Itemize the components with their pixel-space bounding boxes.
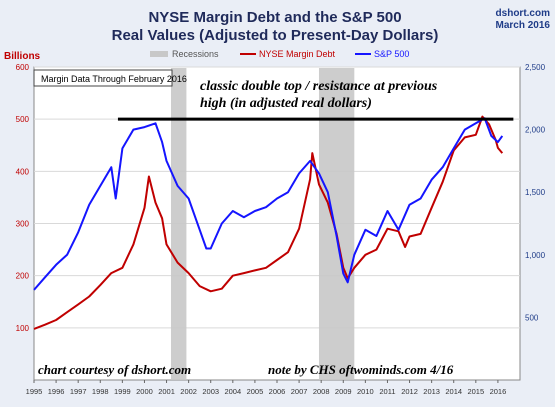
series-margin-debt-line xyxy=(33,115,504,330)
left-axis-tick-label: 300 xyxy=(16,220,30,229)
x-axis-tick-label: 2006 xyxy=(269,387,286,396)
legend-label-sp500: S&P 500 xyxy=(374,49,409,59)
x-axis-tick-label: 2016 xyxy=(490,387,507,396)
x-axis-tick-label: 1996 xyxy=(48,387,65,396)
x-axis-tick-label: 2004 xyxy=(224,387,241,396)
annotation-line1: classic double top / resistance at previ… xyxy=(200,79,438,94)
x-axis-tick-label: 2012 xyxy=(401,387,418,396)
x-axis-tick-label: 2014 xyxy=(445,387,462,396)
credit-right: note by CHS oftwominds.com 4/16 xyxy=(268,362,454,377)
x-axis-tick-label: 2001 xyxy=(158,387,175,396)
credit-left: chart courtesy of dshort.com xyxy=(38,362,191,377)
chart-title-line2: Real Values (Adjusted to Present-Day Dol… xyxy=(112,27,439,44)
x-axis-tick-label: 1997 xyxy=(70,387,87,396)
series-layer xyxy=(33,115,504,330)
source-date: March 2016 xyxy=(496,20,551,31)
x-axis-tick-label: 2013 xyxy=(423,387,440,396)
right-axis-tick-label: 500 xyxy=(525,313,539,322)
x-axis-tick-label: 1998 xyxy=(92,387,109,396)
x-axis-tick-label: 2009 xyxy=(335,387,352,396)
left-axis-tick-label: 100 xyxy=(16,324,30,333)
x-axis-tick-label: 2007 xyxy=(291,387,308,396)
right-axis-tick-label: 1,000 xyxy=(525,251,546,260)
x-axis-tick-label: 2015 xyxy=(467,387,484,396)
right-axis-tick-label: 2,000 xyxy=(525,126,546,135)
left-axis-tick-label: 400 xyxy=(16,167,30,176)
right-axis-tick-label: 2,500 xyxy=(525,63,546,72)
x-axis-tick-label: 1999 xyxy=(114,387,131,396)
axes: 100 200 300 400 500 600 500 1,000 1,500 2,000 2,50… xyxy=(16,63,546,396)
right-axis-tick-label: 1,500 xyxy=(525,188,546,197)
left-axis-tick-label: 200 xyxy=(16,272,30,281)
recession-band xyxy=(170,68,187,380)
legend: Recessions NYSE Margin Debt S&P 500 xyxy=(150,49,409,59)
left-axis-title: Billions xyxy=(4,51,41,62)
x-axis-tick-label: 1995 xyxy=(26,387,43,396)
legend-label-margin-debt: NYSE Margin Debt xyxy=(259,49,336,59)
x-axis-tick-label: 2002 xyxy=(180,387,197,396)
recession-band xyxy=(318,68,355,380)
left-axis-tick-label: 500 xyxy=(16,115,30,124)
data-through-box xyxy=(33,69,173,87)
legend-label-recessions: Recessions xyxy=(172,49,219,59)
source-label: dshort.com xyxy=(496,8,551,19)
annotation-line2: high (in adjusted real dollars) xyxy=(200,96,372,111)
data-through-label: Margin Data Through February 2016 xyxy=(41,74,187,84)
series-sp500-line xyxy=(33,117,504,291)
x-axis-tick-label: 2003 xyxy=(202,387,219,396)
x-axis-tick-label: 2005 xyxy=(247,387,264,396)
chart-title-line1: NYSE Margin Debt and the S&P 500 xyxy=(148,9,401,26)
legend-swatch-recessions xyxy=(150,51,168,57)
x-axis-tick-label: 2008 xyxy=(313,387,330,396)
x-axis-tick-label: 2000 xyxy=(136,387,153,396)
x-axis-tick-label: 2011 xyxy=(379,387,395,396)
left-axis-tick-label: 600 xyxy=(16,63,30,72)
x-axis-tick-label: 2010 xyxy=(357,387,374,396)
